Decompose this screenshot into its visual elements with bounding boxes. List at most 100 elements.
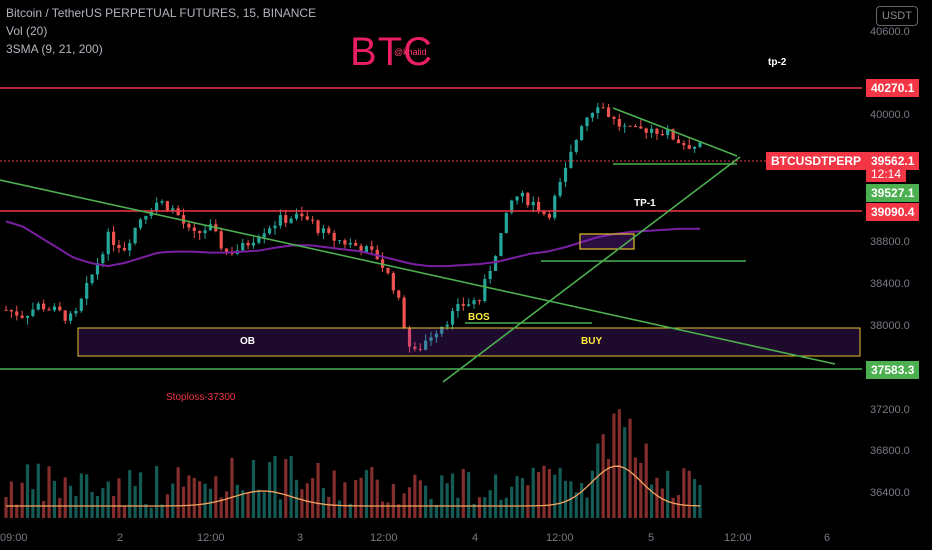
volume-bar [617, 409, 621, 518]
candle-body [504, 212, 508, 234]
volume-bar [332, 470, 336, 518]
candle-body [601, 107, 605, 109]
volume-bar [149, 507, 153, 518]
volume-bar [192, 477, 196, 518]
sma-indicator-label[interactable]: 3SMA (9, 21, 200) [6, 42, 103, 56]
volume-bar [316, 462, 320, 518]
candle-body [31, 309, 35, 316]
candle-body [294, 213, 299, 219]
volume-bar [504, 497, 508, 518]
candle-body [563, 167, 568, 182]
candle-body [612, 116, 616, 119]
price-tick: 38000.0 [870, 320, 910, 332]
ob-label[interactable]: OB [240, 336, 255, 347]
candle-body [332, 232, 336, 241]
volume-bar [111, 496, 116, 518]
candle-body [569, 151, 573, 168]
volume-bar [547, 469, 551, 518]
volume-bar [424, 485, 428, 518]
candle-body [15, 311, 19, 316]
tp1-label[interactable]: TP-1 [634, 198, 656, 209]
volume-bar [219, 497, 223, 518]
candle-body [343, 240, 347, 245]
volume-bar [58, 497, 62, 518]
tp2-label[interactable]: tp-2 [768, 57, 787, 68]
candle-body [337, 240, 342, 242]
volume-bar [515, 476, 519, 518]
candle-body [590, 112, 595, 118]
candle-body [305, 216, 309, 220]
volume-bar [660, 488, 664, 518]
candle-body [542, 211, 546, 215]
candle-body [95, 263, 100, 275]
candle-body [434, 333, 438, 338]
tp2-price-tag: 40270.1 [866, 79, 920, 97]
volume-bar [117, 478, 121, 518]
volume-bar [354, 480, 358, 518]
currency-button[interactable]: USDT [876, 6, 918, 26]
bos-label[interactable]: BOS [468, 312, 490, 323]
candle-body [4, 309, 8, 311]
volume-bar [418, 480, 422, 518]
wedge-top-line[interactable] [612, 107, 738, 157]
volume-bar [101, 488, 105, 518]
bar-timer: 12:14 [866, 167, 907, 182]
price-tick: 36400.0 [870, 487, 910, 499]
volume-bar [106, 481, 110, 518]
volume-bar [74, 496, 78, 518]
candle-body [219, 231, 223, 249]
candle-body [531, 201, 535, 206]
candle-body [354, 242, 358, 246]
price-tick: 40600.0 [870, 26, 910, 38]
time-tick: 6 [824, 532, 831, 544]
candle-body [359, 245, 363, 252]
price-tick: 40000.0 [870, 109, 910, 121]
uptrend-line[interactable] [442, 156, 741, 383]
volume-bar [52, 480, 57, 518]
stoploss-label[interactable]: Stoploss-37300 [166, 392, 236, 403]
retest-box[interactable] [579, 233, 635, 250]
volume-bar [628, 418, 632, 518]
candle-body [499, 233, 503, 257]
candle-body [187, 223, 191, 228]
candle-body [90, 274, 94, 283]
buy-label[interactable]: BUY [581, 336, 603, 347]
volume-bar [413, 474, 417, 518]
volume-bar [20, 482, 24, 518]
volume-bar [693, 478, 697, 518]
candle-body [493, 256, 498, 271]
volume-bar [537, 471, 541, 518]
volume-bar [526, 485, 530, 518]
volume-indicator-label[interactable]: Vol (20) [6, 24, 48, 38]
volume-bar [31, 489, 35, 518]
volume-bar [563, 480, 568, 518]
volume-bar [343, 482, 347, 518]
volume-bar [440, 475, 444, 518]
volume-bar [375, 479, 379, 518]
time-tick: 12:00 [197, 532, 225, 544]
candle-body [450, 311, 455, 325]
candle-body [580, 126, 584, 141]
candle-body [289, 218, 293, 223]
volume-bar [461, 468, 465, 518]
candle-body [698, 142, 702, 147]
downtrend-line[interactable] [0, 179, 836, 365]
volume-bar [445, 483, 449, 518]
volume-bar [9, 481, 13, 518]
brand-author: @khalid [394, 47, 427, 57]
candle-body [58, 306, 62, 311]
price-tick: 38400.0 [870, 278, 910, 290]
volume-bar [262, 492, 266, 518]
volume-histogram [4, 409, 702, 518]
volume-bar [450, 473, 455, 518]
candle-body [203, 230, 207, 234]
ob-buy-zone[interactable] [77, 327, 861, 357]
volume-bar [79, 473, 83, 518]
volume-bar [144, 504, 148, 518]
candle-body [85, 282, 89, 299]
volume-bar [574, 492, 578, 518]
candle-body [445, 324, 449, 327]
volume-bar [15, 504, 19, 518]
candle-body [515, 196, 519, 201]
